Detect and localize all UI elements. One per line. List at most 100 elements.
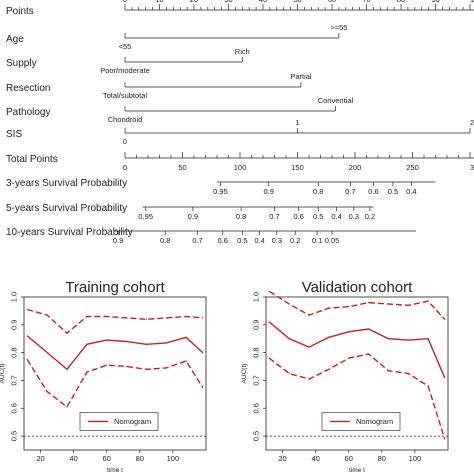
- x-tick-label: 20: [36, 454, 44, 463]
- training-cohort-panel: Training cohort 0.5 0.6 0.7 0.8 0.9 1.0 20 40 60 8…: [0, 279, 207, 474]
- tick-label: 300: [470, 163, 474, 172]
- data-point: [106, 364, 108, 366]
- x-tick-label: 60: [345, 454, 353, 463]
- row-label-10-years-survival-probability: 10-years Survival Probability: [6, 227, 133, 238]
- chart-title: Validation cohort: [302, 279, 413, 296]
- prob-tick-label: 0.4: [331, 212, 341, 221]
- prob-tick-label: 0.6: [368, 187, 378, 196]
- data-point: [125, 317, 128, 319]
- data-point: [46, 314, 48, 316]
- level-label: Convential: [318, 96, 354, 105]
- data-point: [288, 338, 290, 340]
- data-point: [86, 371, 88, 373]
- data-point: [268, 357, 270, 359]
- data-point: [46, 352, 48, 354]
- data-point: [165, 342, 167, 344]
- data-point: [308, 378, 310, 380]
- data-point: [106, 339, 108, 341]
- tick-label: 0: [123, 163, 127, 172]
- data-point: [185, 360, 187, 362]
- x-tick-label: 40: [69, 454, 77, 463]
- data-point: [407, 372, 409, 375]
- tick-label: 30: [224, 0, 232, 4]
- prob-tick-label: 0.05: [325, 236, 340, 245]
- data-point: [427, 385, 429, 387]
- tick-label: 70: [362, 0, 370, 4]
- data-point: [202, 317, 204, 319]
- y-tick-label: 0.5: [10, 431, 19, 441]
- legend-box: [79, 412, 159, 431]
- data-point: [125, 340, 128, 343]
- data-point: [268, 290, 270, 293]
- data-point: [145, 343, 148, 345]
- data-point: [348, 357, 350, 359]
- data-point: [308, 346, 310, 348]
- y-tick-label: 0.7: [10, 375, 19, 385]
- y-tick-label: 0.9: [10, 320, 19, 330]
- data-point: [86, 343, 88, 345]
- data-point: [145, 318, 148, 320]
- level-label: 0: [123, 137, 127, 146]
- data-point: [367, 353, 370, 355]
- y-tick-label: 1.0: [10, 292, 19, 302]
- data-point: [427, 300, 429, 302]
- level-label: <55: [119, 42, 132, 51]
- data-point: [387, 338, 390, 340]
- tick-label: 10: [155, 0, 163, 4]
- data-point: [26, 358, 28, 361]
- row-label-resection: Resection: [6, 83, 50, 94]
- level-label: Poor/moderate: [100, 66, 150, 75]
- row-label-5-years-survival-probability: 5-years Survival Probability: [6, 203, 127, 214]
- prob-tick-label: 0.3: [349, 212, 359, 221]
- prob-tick-label: 0.1: [312, 236, 322, 245]
- prob-tick-label: 0.6: [218, 236, 228, 245]
- data-point: [46, 390, 48, 393]
- tick-label: 0: [123, 0, 127, 4]
- x-tick-label: 60: [103, 454, 111, 463]
- prob-tick-label: 0.95: [138, 212, 153, 221]
- data-point: [328, 307, 330, 309]
- prob-tick-label: 0.95: [213, 187, 228, 196]
- level-label: Rich: [235, 47, 250, 56]
- row-label-3-years-survival-probability: 3-years Survival Probability: [6, 178, 127, 189]
- nomogram-auc-line: [268, 321, 446, 378]
- data-point: [308, 314, 310, 316]
- tick-label: 50: [178, 163, 186, 172]
- ci-lower-line: [26, 359, 204, 408]
- row-label-pathology: Pathology: [6, 107, 50, 118]
- data-point: [202, 386, 204, 389]
- y-tick-label: 0.8: [10, 347, 19, 357]
- x-axis-label: time t: [107, 467, 123, 474]
- y-axis-label: AUC(t): [0, 364, 6, 384]
- data-point: [185, 336, 187, 338]
- row-label-total-points: Total Points: [6, 154, 58, 165]
- data-point: [26, 308, 28, 311]
- row-label-sis: SIS: [6, 129, 22, 140]
- prob-tick-label: 0.9: [188, 212, 198, 221]
- data-point: [387, 303, 390, 305]
- data-point: [348, 306, 350, 308]
- data-point: [444, 377, 446, 379]
- ci-upper-line: [27, 308, 203, 335]
- y-tick-label: 0.5: [252, 431, 261, 441]
- y-tick-label: 1.0: [252, 292, 261, 302]
- prob-tick-label: 0.5: [237, 236, 247, 245]
- legend-box: [321, 412, 401, 431]
- prob-tick-label: 0.5: [388, 187, 398, 196]
- prob-tick-label: 0.2: [365, 212, 375, 221]
- data-point: [407, 339, 409, 341]
- prob-tick-label: 0.2: [290, 236, 300, 245]
- prob-tick-label: 0.4: [406, 187, 416, 196]
- level-label: Total/subtotal: [103, 91, 148, 100]
- prob-tick-label: 0.4: [254, 236, 264, 245]
- data-point: [348, 331, 350, 333]
- data-point: [427, 338, 429, 340]
- data-point: [106, 315, 108, 318]
- prob-tick-label: 0.7: [192, 236, 202, 245]
- data-point: [328, 368, 330, 370]
- ci-upper-line: [268, 290, 446, 320]
- prob-tick-label: 0.9: [113, 236, 123, 245]
- nomogram-panel: Points0102030405060708090100Age<55>=55Su…: [6, 0, 474, 245]
- chart-title: Training cohort: [65, 279, 165, 296]
- data-point: [66, 332, 68, 334]
